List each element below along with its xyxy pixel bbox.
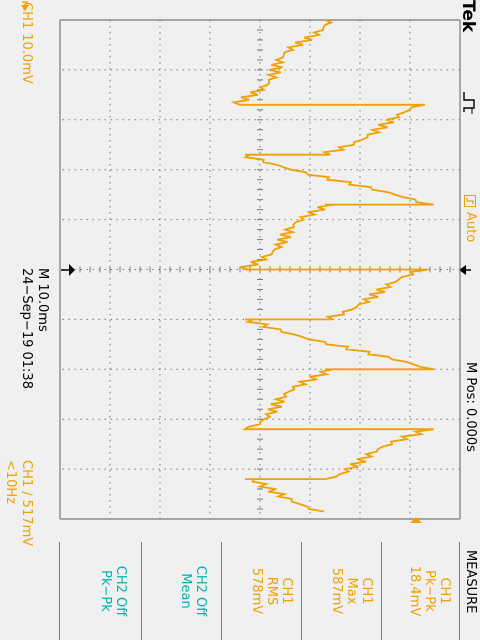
trigger-box-icon bbox=[464, 195, 476, 207]
measure-type: Pk−Pk bbox=[98, 570, 113, 612]
frequency: <10Hz bbox=[3, 460, 18, 505]
measure-source: CH1 bbox=[437, 577, 452, 605]
menu-divider bbox=[301, 542, 302, 640]
timebase: M 10.0ms bbox=[35, 268, 50, 332]
measure-type: RMS bbox=[264, 576, 279, 606]
date-time: 24−Sep−19 01:38 bbox=[19, 268, 34, 389]
measure-button-4[interactable]: CH2 Off Mean bbox=[178, 542, 208, 640]
measure-source: CH2 Off bbox=[113, 565, 128, 617]
measure-button-1[interactable]: CH1 Pk−Pk 18.4mV bbox=[407, 542, 452, 640]
menu-divider bbox=[59, 542, 60, 640]
measure-source: CH2 Off bbox=[193, 565, 208, 617]
measure-value: 18.4mV bbox=[407, 565, 422, 617]
arrow-down-icon bbox=[453, 262, 472, 278]
measure-type: Max bbox=[344, 577, 359, 605]
ch1-marker-icon bbox=[21, 1, 29, 11]
measure-value: 578mV bbox=[249, 567, 264, 615]
menu-title: MEASURE bbox=[463, 550, 478, 614]
channel-scale: CH1 10.0mV bbox=[19, 2, 34, 84]
menu-divider bbox=[141, 542, 142, 640]
trigger-level-marker bbox=[410, 517, 422, 523]
menu-divider bbox=[381, 542, 382, 640]
measure-value: 587mV bbox=[329, 567, 344, 615]
arrow-left-icon bbox=[61, 264, 75, 276]
measure-source: CH1 bbox=[279, 577, 294, 605]
menu-divider bbox=[459, 542, 460, 640]
trigger-info: CH1 ∕ 517mV bbox=[19, 460, 34, 547]
pulse-icon bbox=[456, 90, 478, 120]
menu-divider bbox=[221, 542, 222, 640]
waveform-screen bbox=[21, 1, 461, 523]
ch1-waveform bbox=[230, 19, 435, 513]
measure-button-2[interactable]: CH1 Max 587mV bbox=[329, 542, 374, 640]
measure-source: CH1 bbox=[359, 577, 374, 605]
measure-button-5[interactable]: CH2 Off Pk−Pk bbox=[98, 542, 128, 640]
measure-button-3[interactable]: CH1 RMS 578mV bbox=[249, 542, 294, 640]
measure-type: Pk−Pk bbox=[422, 570, 437, 612]
measure-type: Mean bbox=[178, 573, 193, 609]
